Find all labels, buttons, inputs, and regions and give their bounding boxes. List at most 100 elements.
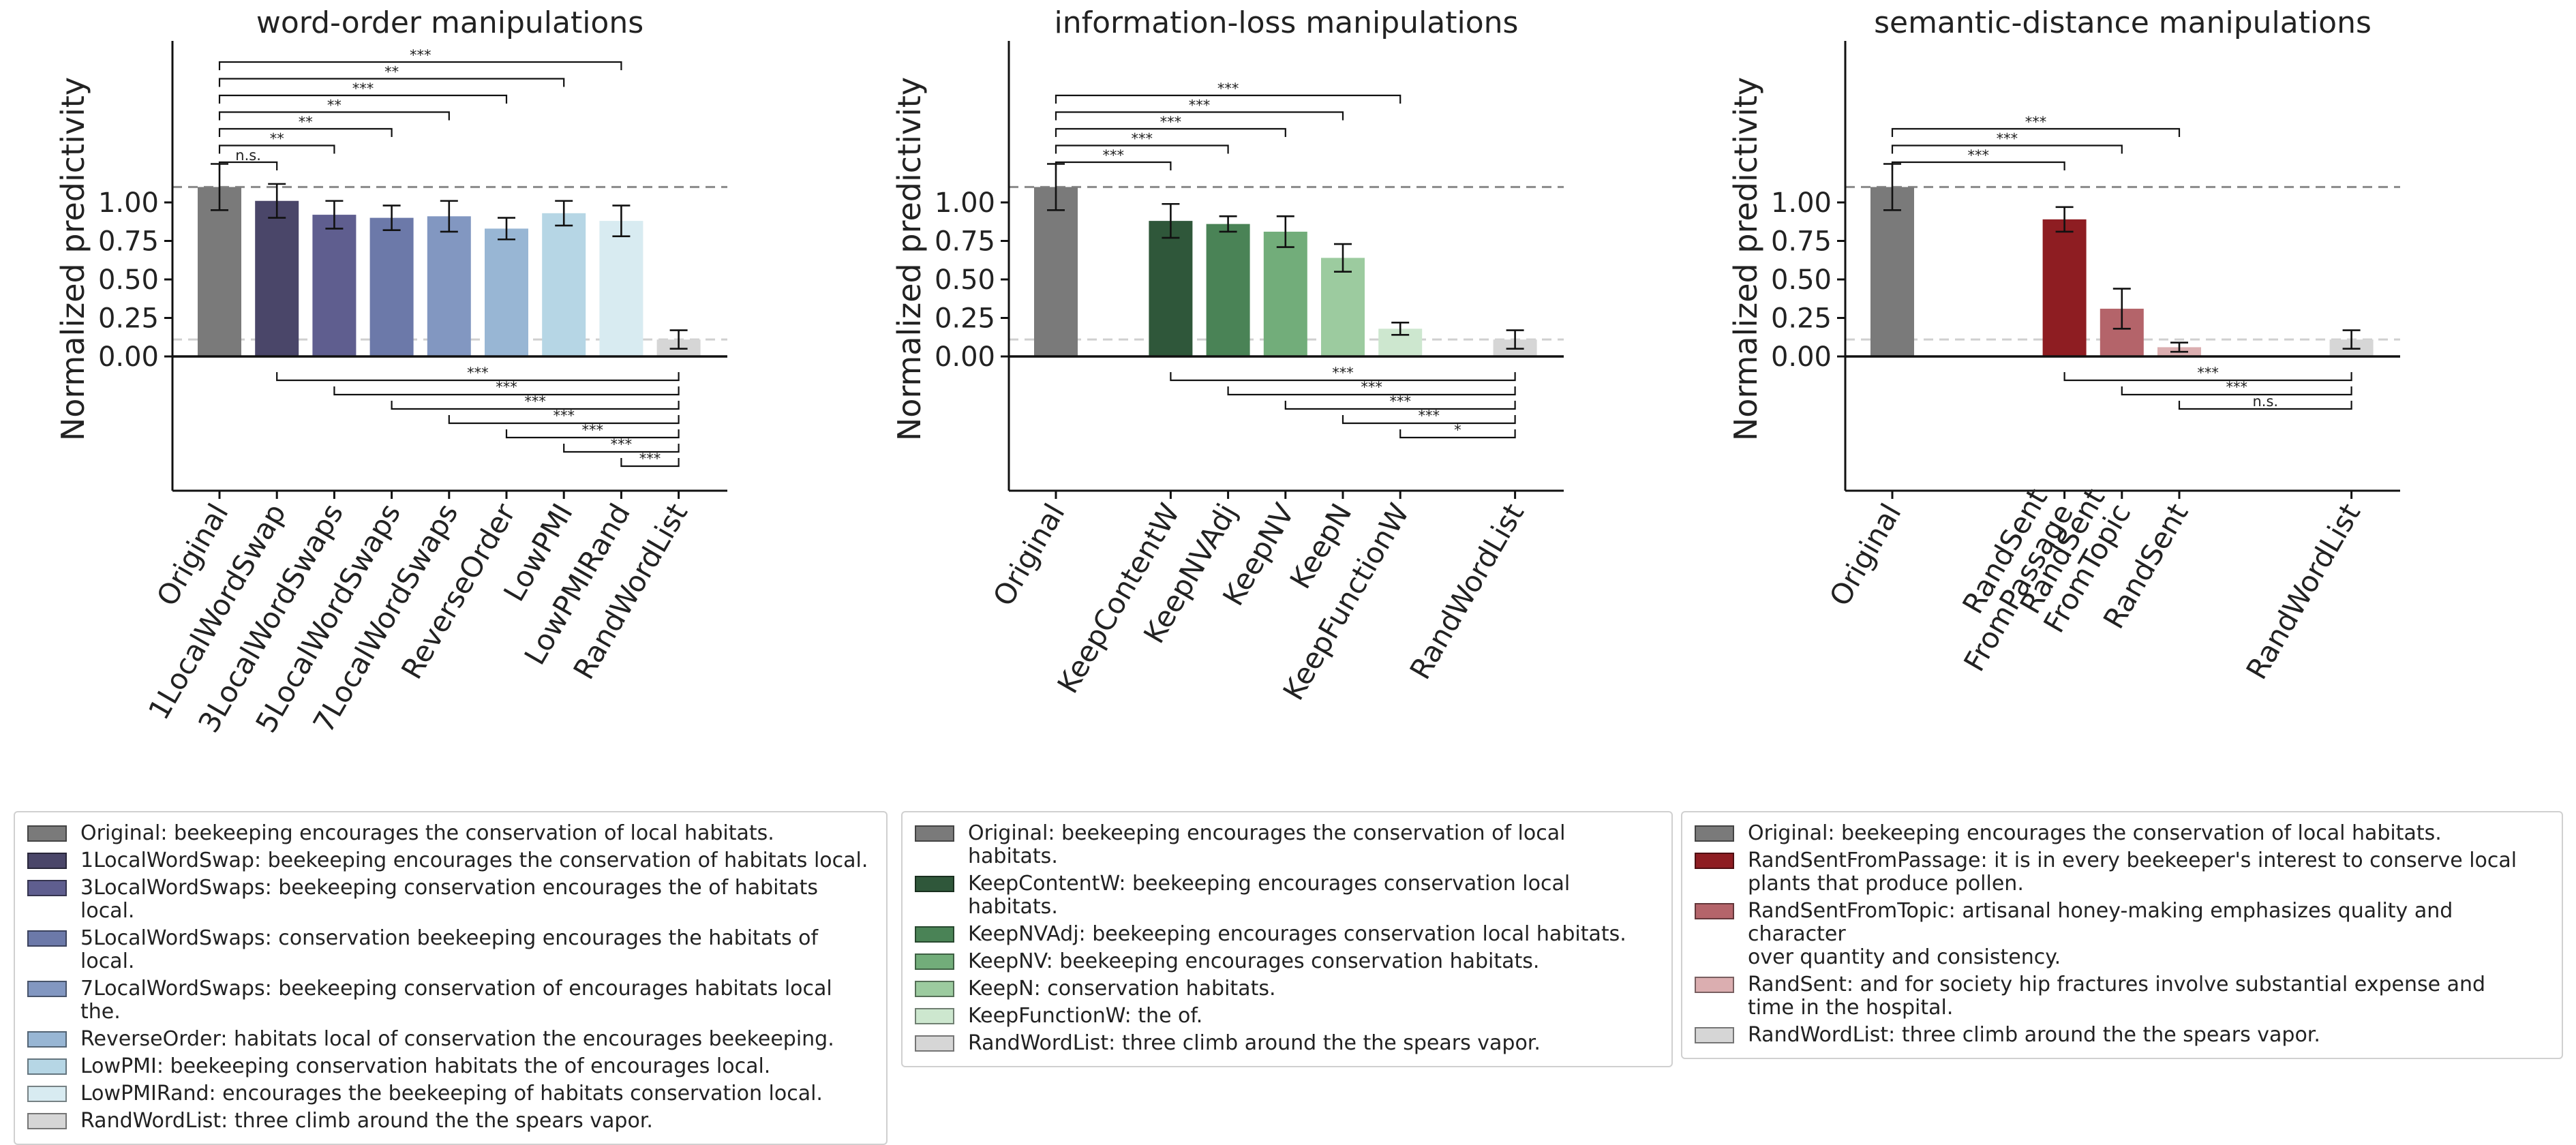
x-tick-label: RandWordList [2239, 498, 2367, 685]
x-tick-label-line: RandWordList [2239, 498, 2367, 685]
legend-swatch [915, 981, 954, 997]
significance-label: *** [2226, 379, 2247, 395]
legend-label: Original: beekeeping encourages the cons… [1748, 821, 2442, 845]
legend-item: LowPMIRand: encourages the beekeeping of… [27, 1082, 874, 1105]
chart-title: word-order manipulations [256, 5, 643, 40]
significance-bracket [391, 401, 680, 410]
significance-bracket [2063, 372, 2352, 382]
significance-label: *** [553, 408, 575, 424]
significance-bracket [620, 458, 680, 468]
legend-swatch [915, 876, 954, 892]
significance-bracket [505, 429, 680, 439]
legend-item: 7LocalWordSwaps: beekeeping conservation… [27, 977, 874, 1024]
significance-bracket [1170, 372, 1516, 382]
legend-item: RandWordList: three climb around the the… [915, 1032, 1659, 1055]
significance-bracket [1342, 415, 1516, 425]
figure: word-order manipulations Normalized predi… [55, 5, 2400, 738]
legend-label: 1LocalWordSwap: beekeeping encourages th… [80, 849, 868, 872]
significance-bracket [1891, 161, 2065, 170]
y-tick-label: 0.00 [935, 341, 995, 373]
significance-bracket [276, 372, 680, 382]
bar [1263, 231, 1307, 356]
legend-item: RandSentFromPassage: it is in every beek… [1695, 849, 2549, 896]
significance-label: *** [1968, 147, 1990, 164]
y-tick-label: 1.00 [98, 187, 159, 219]
significance-label: n.s. [2252, 393, 2278, 410]
significance-bracket [1399, 429, 1516, 439]
legend-label: Original: beekeeping encourages the cons… [968, 821, 1566, 868]
chart-panel-3: semantic-distance manipulations Normalize… [1727, 5, 2400, 685]
y-tick-label: 0.75 [935, 226, 995, 258]
significance-bracket [1891, 144, 2123, 154]
bar [542, 213, 586, 356]
bar [1034, 187, 1078, 356]
x-tick-label: Original [986, 498, 1072, 612]
legend-swatch [27, 981, 67, 997]
legend-label: RandSent: and for society hip fractures … [1748, 973, 2486, 1020]
legend-label: 7LocalWordSwaps: beekeeping conservation… [80, 977, 832, 1024]
legend-label: Original: beekeeping encourages the cons… [80, 821, 774, 845]
x-tick-label: RandWordList [1403, 498, 1530, 685]
legend-swatch [1695, 853, 1734, 869]
bar [485, 228, 528, 356]
legend-label: KeepNV: beekeeping encourages conservati… [968, 949, 1540, 973]
legend-item: RandSentFromTopic: artisanal honey-makin… [1695, 900, 2549, 969]
legend-label: RandWordList: three climb around the the… [968, 1031, 1541, 1055]
legend-item: 5LocalWordSwaps: conservation beekeeping… [27, 927, 874, 973]
bar [312, 215, 357, 356]
x-tick-label-line: Original [986, 498, 1072, 612]
y-tick-label: 0.50 [935, 264, 995, 296]
legend-label: 5LocalWordSwaps: conservation beekeeping… [80, 926, 819, 973]
y-tick-label: 0.00 [1771, 341, 1832, 373]
bar [1149, 221, 1193, 356]
significance-label: * [1454, 422, 1461, 438]
significance-bracket [1055, 111, 1344, 121]
legend-semantic-distance: Original: beekeeping encourages the cons… [1681, 811, 2563, 1059]
significance-bracket [1891, 127, 2181, 137]
significance-label: n.s. [235, 147, 261, 164]
legend-swatch [1695, 825, 1734, 842]
significance-label: *** [1389, 393, 1411, 410]
significance-bracket [218, 127, 393, 137]
legend-item: 3LocalWordSwaps: beekeeping conservation… [27, 876, 874, 923]
significance-label: *** [639, 451, 661, 467]
x-tick-label-line: Original [1823, 498, 1908, 612]
legend-item: RandWordList: three climb around the the… [1695, 1024, 2549, 1047]
significance-label: *** [1189, 97, 1211, 114]
y-tick-label: 0.25 [98, 303, 159, 335]
significance-bracket [1055, 94, 1401, 104]
significance-label: *** [524, 393, 546, 410]
legend-item: RandWordList: three climb around the the… [27, 1110, 874, 1133]
bar [1206, 224, 1250, 356]
legend-swatch [27, 880, 67, 896]
significance-bracket [218, 144, 335, 154]
legend-label: KeepContentW: beekeeping encourages cons… [968, 872, 1571, 919]
bar [427, 216, 471, 356]
significance-label: *** [1419, 408, 1440, 424]
significance-bracket [1227, 386, 1516, 396]
legend-label: RandWordList: three climb around the the… [80, 1109, 653, 1133]
legend-swatch [915, 1035, 954, 1052]
legend-swatch [27, 1086, 67, 1102]
legend-item: Original: beekeeping encourages the cons… [27, 822, 874, 845]
legend-swatch [27, 1058, 67, 1075]
y-tick-label: 0.25 [1771, 303, 1832, 335]
legend-item: 1LocalWordSwap: beekeeping encourages th… [27, 849, 874, 872]
significance-label: *** [410, 47, 431, 63]
y-tick-label: 0.75 [1771, 226, 1832, 258]
legend-label: RandWordList: three climb around the the… [1748, 1023, 2320, 1047]
legend-label: 3LocalWordSwaps: beekeeping conservation… [80, 876, 819, 923]
chart-panel-2: information-loss manipulations Normalized… [891, 5, 1564, 706]
legend-swatch [1695, 903, 1734, 919]
legend-swatch [915, 1008, 954, 1024]
significance-bracket [218, 111, 450, 121]
y-tick-label: 0.50 [1771, 264, 1832, 296]
y-tick-label: 1.00 [1771, 187, 1832, 219]
legend-label: ReverseOrder: habitats local of conserva… [80, 1027, 834, 1051]
significance-label: *** [352, 80, 374, 97]
legend-label: LowPMIRand: encourages the beekeeping of… [80, 1082, 823, 1105]
legend-item: RandSent: and for society hip fractures … [1695, 973, 2549, 1020]
bar [1321, 258, 1365, 356]
bar [1870, 187, 1914, 356]
bar [255, 200, 299, 356]
